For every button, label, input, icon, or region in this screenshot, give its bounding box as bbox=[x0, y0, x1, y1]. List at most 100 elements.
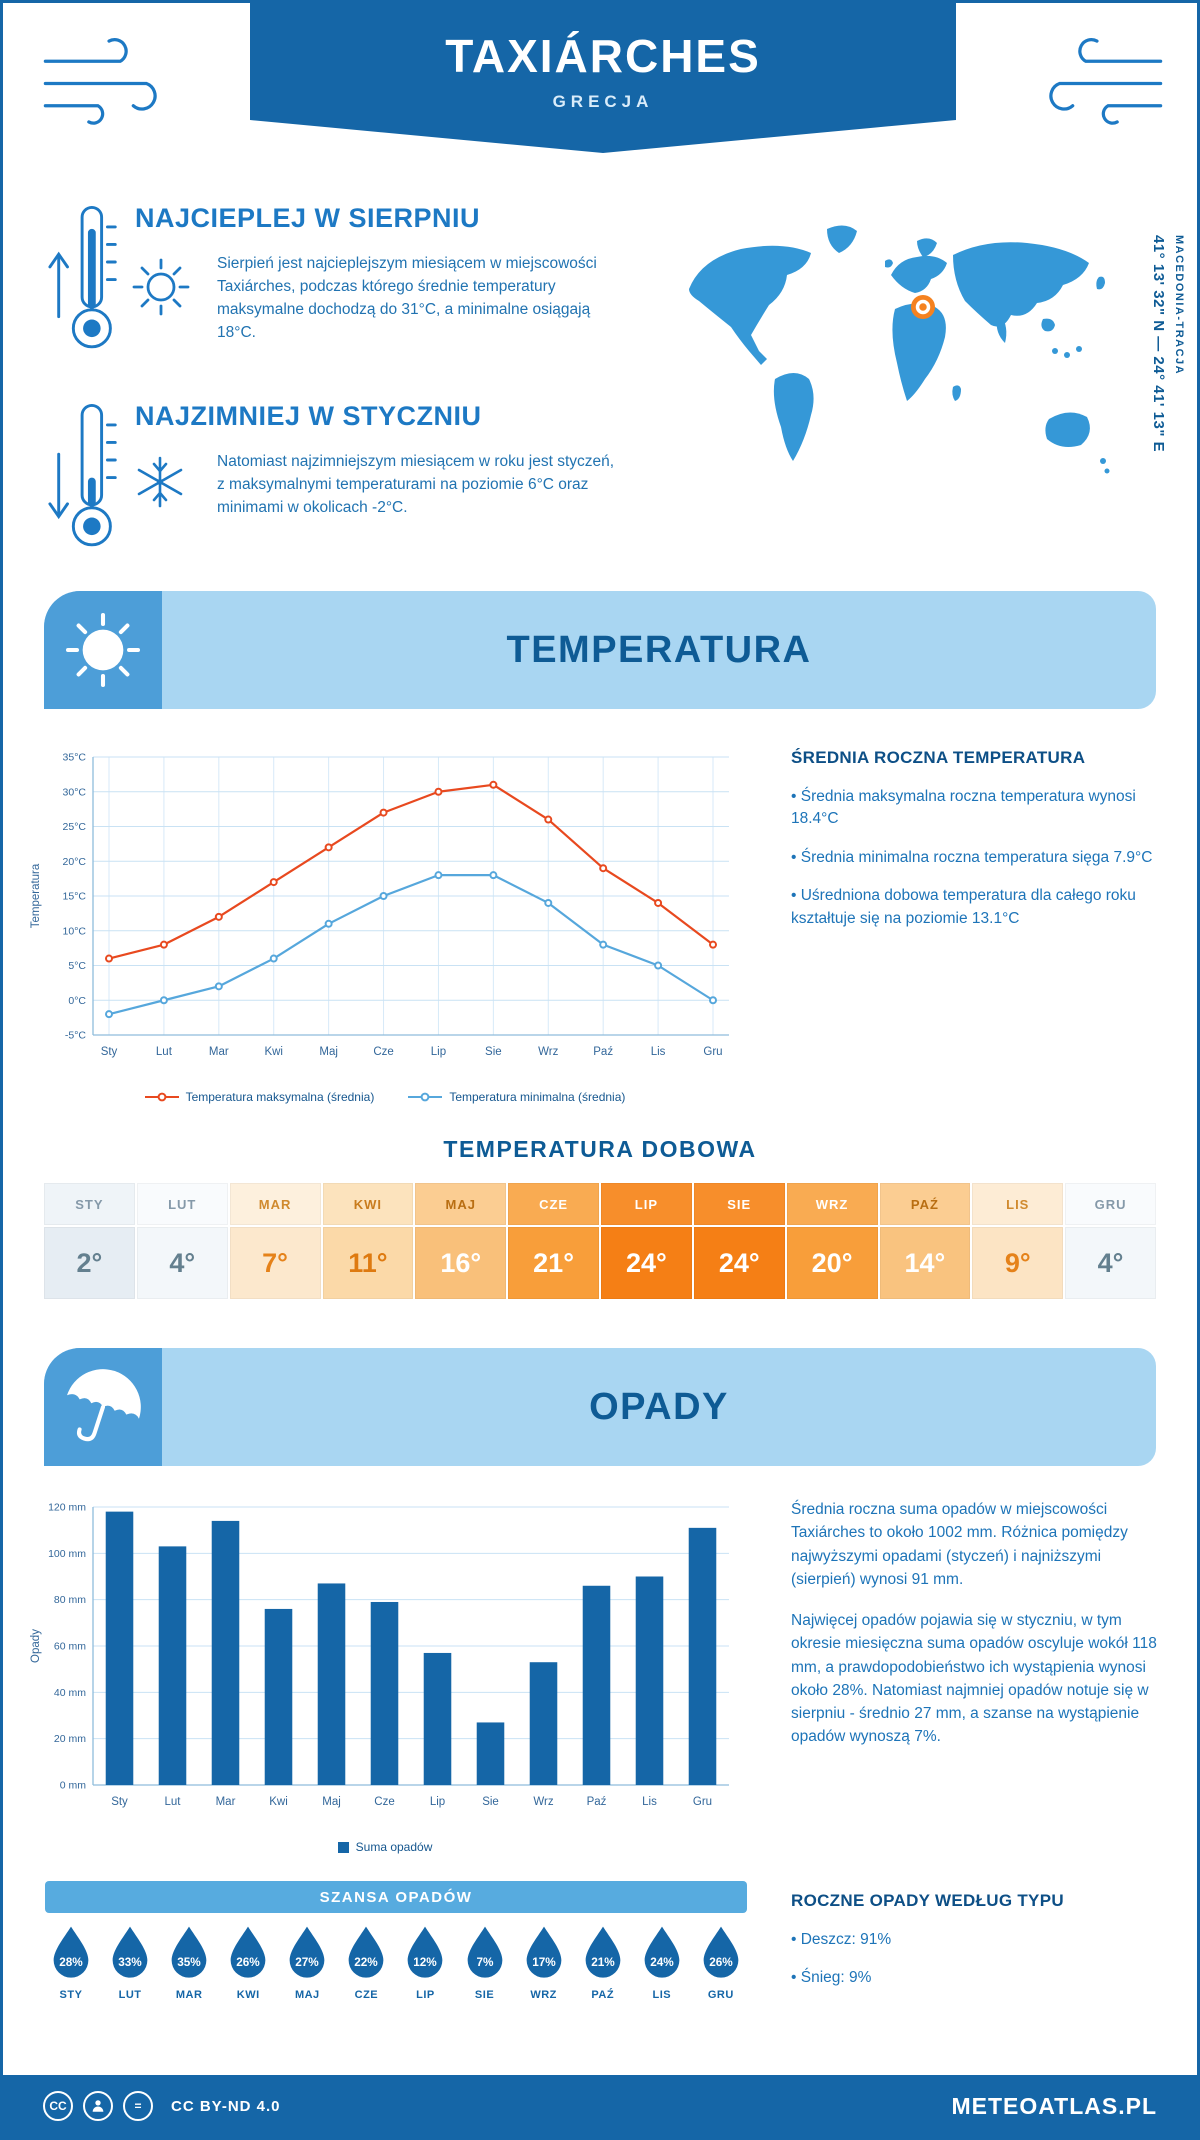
precip-chance-month: MAJ bbox=[294, 1989, 320, 2001]
temperature-summary-title: ŚREDNIA ROCZNA TEMPERATURA bbox=[791, 748, 1086, 767]
cold-heading: NAJZIMNIEJ W STYCZNIU bbox=[135, 401, 482, 431]
svg-text:Sie: Sie bbox=[485, 1046, 502, 1058]
svg-text:Mar: Mar bbox=[209, 1046, 229, 1058]
svg-text:35°C: 35°C bbox=[63, 752, 87, 764]
location-marker bbox=[911, 295, 935, 319]
svg-text:40 mm: 40 mm bbox=[54, 1687, 86, 1699]
precip-chance-item: 28% STY bbox=[45, 1925, 97, 2001]
svg-text:33%: 33% bbox=[118, 1956, 142, 1969]
daily-temp-month-header: CZE bbox=[508, 1183, 599, 1225]
svg-text:35%: 35% bbox=[177, 1956, 201, 1969]
page-title: TAXIÁRCHES bbox=[445, 30, 761, 82]
precipitation-bar-chart: 0 mm 20 mm 40 mm 60 mm 80 mm 100 mm 120 mm Sty L… bbox=[23, 1493, 747, 1830]
legend-item: Temperatura maksymalna (średnia) bbox=[144, 1090, 374, 1104]
svg-text:Gru: Gru bbox=[703, 1046, 722, 1058]
svg-text:Gru: Gru bbox=[693, 1796, 712, 1808]
svg-text:Opady: Opady bbox=[30, 1629, 42, 1663]
daily-temp-value-cell: 7° bbox=[229, 1227, 321, 1299]
daily-temp-month-header: WRZ bbox=[786, 1183, 878, 1225]
legend-line-icon bbox=[144, 1092, 179, 1102]
license-label: CC BY-ND 4.0 bbox=[171, 2097, 281, 2115]
precipitation-summary: Średnia roczna suma opadów w miejscowośc… bbox=[791, 1498, 1159, 1767]
precipitation-paragraph: Średnia roczna suma opadów w miejscowośc… bbox=[791, 1501, 1128, 1588]
precip-chance-month: GRU bbox=[707, 1989, 734, 2001]
legend-square-icon bbox=[337, 1841, 349, 1853]
precipitation-type-title: ROCZNE OPADY WEDŁUG TYPU bbox=[791, 1891, 1064, 1910]
precip-chance-month: PAŹ bbox=[591, 1989, 615, 2001]
daily-temp-value-cell: 11° bbox=[322, 1227, 414, 1299]
precip-chance-item: 26% GRU bbox=[695, 1925, 747, 2001]
daily-temp-month-header: STY bbox=[44, 1183, 135, 1225]
daily-temp-value-cell: 24° bbox=[601, 1227, 692, 1299]
attribution-person-icon bbox=[83, 2091, 113, 2121]
svg-text:25°C: 25°C bbox=[63, 821, 87, 833]
daily-temp-value-cell: 2° bbox=[44, 1227, 135, 1299]
svg-text:Sie: Sie bbox=[482, 1796, 499, 1808]
svg-text:12%: 12% bbox=[414, 1956, 438, 1969]
cc-icon: CC bbox=[43, 2091, 73, 2121]
daily-temp-month-header: PAŹ bbox=[879, 1183, 971, 1225]
temperature-icon-box bbox=[44, 591, 162, 709]
precip-chance-month: LUT bbox=[118, 1989, 142, 2001]
svg-text:Maj: Maj bbox=[322, 1796, 341, 1808]
precip-chance-month: SIE bbox=[474, 1989, 495, 2001]
daily-temp-value-cell: 24° bbox=[693, 1227, 785, 1299]
droplet-icon: 28% bbox=[53, 1926, 89, 1978]
precip-chance-month: KWI bbox=[236, 1989, 260, 2001]
precip-chance-item: 24% LIS bbox=[636, 1925, 688, 2001]
svg-text:Kwi: Kwi bbox=[264, 1046, 283, 1058]
svg-text:Maj: Maj bbox=[319, 1046, 338, 1058]
svg-text:30°C: 30°C bbox=[63, 786, 87, 798]
svg-text:27%: 27% bbox=[296, 1956, 320, 1969]
legend-line-icon bbox=[408, 1092, 443, 1102]
warm-heading: NAJCIEPLEJ W SIERPNIU bbox=[135, 203, 481, 233]
precip-chance-item: 21% PAŹ bbox=[577, 1925, 629, 2001]
svg-text:Paź: Paź bbox=[587, 1796, 607, 1808]
svg-text:Sty: Sty bbox=[101, 1046, 118, 1058]
precip-chance-month: MAR bbox=[175, 1989, 203, 2001]
thermometer-warm-icon bbox=[48, 205, 117, 349]
temperature-bullet: Średnia minimalna roczna temperatura się… bbox=[791, 847, 1159, 869]
droplet-icon: 24% bbox=[644, 1926, 680, 1978]
daily-temp-month-header: MAR bbox=[229, 1183, 321, 1225]
daily-temp-value-cell: 14° bbox=[879, 1227, 971, 1299]
daily-temp-value-cell: 4° bbox=[136, 1227, 228, 1299]
svg-text:20°C: 20°C bbox=[63, 856, 87, 868]
svg-text:100 mm: 100 mm bbox=[48, 1548, 86, 1560]
daily-temp-value-cell: 9° bbox=[972, 1227, 1064, 1299]
svg-text:10°C: 10°C bbox=[63, 925, 87, 937]
svg-text:Lis: Lis bbox=[651, 1046, 666, 1058]
svg-text:Lut: Lut bbox=[156, 1046, 173, 1058]
svg-text:Lip: Lip bbox=[431, 1046, 446, 1058]
precip-chance-item: 27% MAJ bbox=[281, 1925, 333, 2001]
svg-text:26%: 26% bbox=[709, 1956, 733, 1969]
svg-text:7%: 7% bbox=[476, 1956, 494, 1969]
coordinates-label: 41° 13' 32" N — 24° 41' 13" E bbox=[1150, 235, 1167, 453]
svg-text:80 mm: 80 mm bbox=[54, 1594, 86, 1606]
precip-chance-item: 26% KWI bbox=[222, 1925, 274, 2001]
svg-text:15°C: 15°C bbox=[63, 891, 87, 903]
svg-text:24%: 24% bbox=[650, 1956, 674, 1969]
sun-banner-icon bbox=[65, 612, 141, 688]
temperature-bullet: Średnia maksymalna roczna temperatura wy… bbox=[791, 786, 1159, 831]
svg-text:Mar: Mar bbox=[216, 1796, 236, 1808]
chance-of-precipitation-header: SZANSA OPADÓW bbox=[45, 1881, 747, 1913]
precip-chance-month: CZE bbox=[354, 1989, 379, 2001]
precipitation-icon-box bbox=[44, 1348, 162, 1466]
precip-chance-item: 22% CZE bbox=[340, 1925, 392, 2001]
sun-icon bbox=[132, 258, 190, 316]
svg-text:Lut: Lut bbox=[165, 1796, 182, 1808]
svg-text:Temperatura: Temperatura bbox=[30, 863, 42, 928]
precip-chance-item: 33% LUT bbox=[104, 1925, 156, 2001]
svg-text:20 mm: 20 mm bbox=[54, 1733, 86, 1745]
daily-temp-month-header: KWI bbox=[322, 1183, 414, 1225]
precipitation-type-bullet: Deszcz: 91% bbox=[791, 1929, 1159, 1951]
precipitation-section-banner: OPADY bbox=[44, 1348, 1156, 1466]
temperature-chart: Sty Lut Mar Kwi Maj Cze Lip Sie Wrz Paź Lis Gru -5°C… bbox=[23, 743, 747, 1104]
legend-item: Suma opadów bbox=[337, 1840, 432, 1854]
precip-chance-month: LIP bbox=[416, 1989, 435, 2001]
svg-text:-5°C: -5°C bbox=[65, 1030, 87, 1042]
droplet-icon: 22% bbox=[349, 1926, 384, 1978]
region-label: MACEDONIA-TRACJA bbox=[1173, 235, 1185, 376]
